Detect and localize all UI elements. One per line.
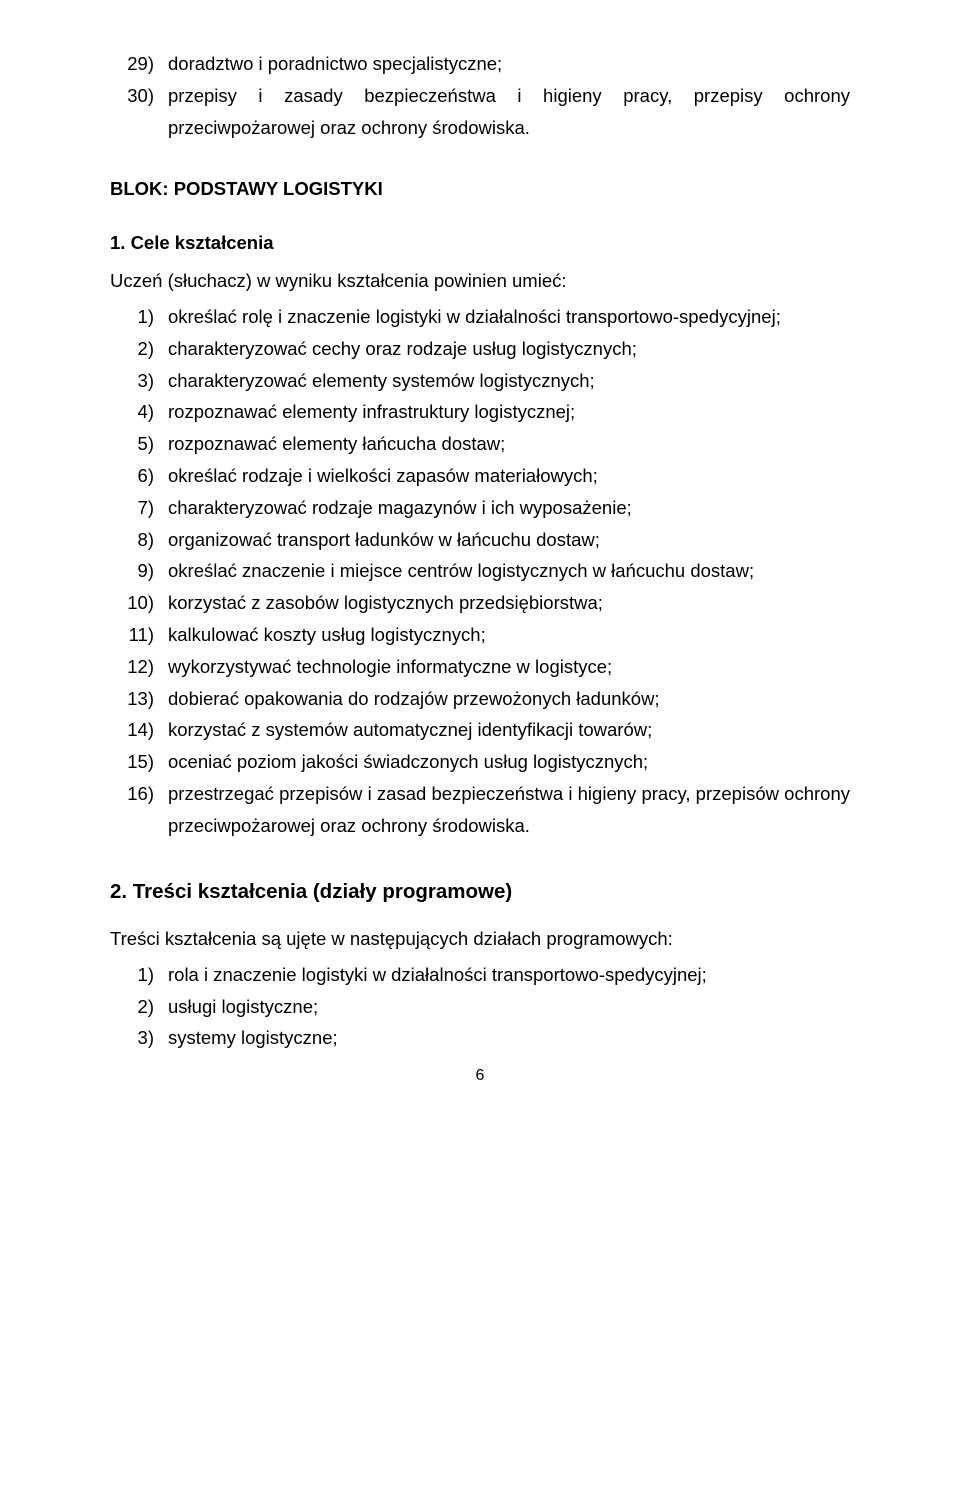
list-item: 1)określać rolę i znaczenie logistyki w … bbox=[110, 301, 850, 333]
list-item: 3)charakteryzować elementy systemów logi… bbox=[110, 365, 850, 397]
list-item-text: wykorzystywać technologie informatyczne … bbox=[168, 651, 850, 683]
list-item: 3)systemy logistyczne; bbox=[110, 1022, 850, 1054]
list-item-number: 16) bbox=[110, 778, 168, 810]
list-item-text: charakteryzować rodzaje magazynów i ich … bbox=[168, 492, 850, 524]
list-item-number: 11) bbox=[110, 619, 168, 651]
list-item-number: 2) bbox=[110, 333, 168, 365]
list-item-number: 1) bbox=[110, 301, 168, 333]
list-item-number: 2) bbox=[110, 991, 168, 1023]
list-item-number: 30) bbox=[110, 80, 168, 112]
list-item: 7)charakteryzować rodzaje magazynów i ic… bbox=[110, 492, 850, 524]
list-item: 1)rola i znaczenie logistyki w działalno… bbox=[110, 959, 850, 991]
list-item-text: korzystać z systemów automatycznej ident… bbox=[168, 714, 850, 746]
list-item-text: określać znaczenie i miejsce centrów log… bbox=[168, 555, 850, 587]
block-title: BLOK: PODSTAWY LOGISTYKI bbox=[110, 173, 850, 205]
list-item-text: przepisy i zasady bezpieczeństwa i higie… bbox=[168, 80, 850, 144]
list-item: 30)przepisy i zasady bezpieczeństwa i hi… bbox=[110, 80, 850, 144]
goals-heading: 1. Cele kształcenia bbox=[110, 227, 850, 259]
list-item-number: 6) bbox=[110, 460, 168, 492]
list-item-number: 8) bbox=[110, 524, 168, 556]
list-item-text: rozpoznawać elementy łańcucha dostaw; bbox=[168, 428, 850, 460]
list-item-text: określać rodzaje i wielkości zapasów mat… bbox=[168, 460, 850, 492]
list-item: 12)wykorzystywać technologie informatycz… bbox=[110, 651, 850, 683]
list-item-text: charakteryzować elementy systemów logist… bbox=[168, 365, 850, 397]
list-item-text: rola i znaczenie logistyki w działalnośc… bbox=[168, 959, 850, 991]
list-item-text: określać rolę i znaczenie logistyki w dz… bbox=[168, 301, 850, 333]
list-item: 10)korzystać z zasobów logistycznych prz… bbox=[110, 587, 850, 619]
list-item: 2)charakteryzować cechy oraz rodzaje usł… bbox=[110, 333, 850, 365]
list-item-text: kalkulować koszty usług logistycznych; bbox=[168, 619, 850, 651]
list-item: 9)określać znaczenie i miejsce centrów l… bbox=[110, 555, 850, 587]
list-item-text: dobierać opakowania do rodzajów przewożo… bbox=[168, 683, 850, 715]
list-item-text: doradztwo i poradnictwo specjalistyczne; bbox=[168, 48, 850, 80]
page-number: 6 bbox=[110, 1062, 850, 1090]
list-item-number: 3) bbox=[110, 1022, 168, 1054]
list-item: 15)oceniać poziom jakości świadczonych u… bbox=[110, 746, 850, 778]
list-item: 29)doradztwo i poradnictwo specjalistycz… bbox=[110, 48, 850, 80]
list-item-number: 7) bbox=[110, 492, 168, 524]
list-item-number: 9) bbox=[110, 555, 168, 587]
list-item: 13)dobierać opakowania do rodzajów przew… bbox=[110, 683, 850, 715]
list-item-number: 4) bbox=[110, 396, 168, 428]
document-page: 29)doradztwo i poradnictwo specjalistycz… bbox=[0, 0, 960, 1485]
list-item: 4)rozpoznawać elementy infrastruktury lo… bbox=[110, 396, 850, 428]
list-item-number: 10) bbox=[110, 587, 168, 619]
list-item: 5)rozpoznawać elementy łańcucha dostaw; bbox=[110, 428, 850, 460]
goals-intro: Uczeń (słuchacz) w wyniku kształcenia po… bbox=[110, 265, 850, 297]
list-item-text: przestrzegać przepisów i zasad bezpiecze… bbox=[168, 778, 850, 842]
list-item-text: korzystać z zasobów logistycznych przeds… bbox=[168, 587, 850, 619]
list-item-number: 3) bbox=[110, 365, 168, 397]
list-item-number: 14) bbox=[110, 714, 168, 746]
list-item: 6)określać rodzaje i wielkości zapasów m… bbox=[110, 460, 850, 492]
list-item-text: charakteryzować cechy oraz rodzaje usług… bbox=[168, 333, 850, 365]
list-item-number: 1) bbox=[110, 959, 168, 991]
list-item-number: 5) bbox=[110, 428, 168, 460]
list-item-text: rozpoznawać elementy infrastruktury logi… bbox=[168, 396, 850, 428]
list-item-text: usługi logistyczne; bbox=[168, 991, 850, 1023]
list-item: 8)organizować transport ładunków w łańcu… bbox=[110, 524, 850, 556]
top-continuation-list: 29)doradztwo i poradnictwo specjalistycz… bbox=[110, 48, 850, 143]
contents-heading: 2. Treści kształcenia (działy programowe… bbox=[110, 874, 850, 909]
goals-list: 1)określać rolę i znaczenie logistyki w … bbox=[110, 301, 850, 842]
list-item: 11)kalkulować koszty usług logistycznych… bbox=[110, 619, 850, 651]
contents-intro: Treści kształcenia są ujęte w następując… bbox=[110, 923, 850, 955]
list-item-number: 29) bbox=[110, 48, 168, 80]
contents-list: 1)rola i znaczenie logistyki w działalno… bbox=[110, 959, 850, 1054]
list-item-number: 12) bbox=[110, 651, 168, 683]
list-item-text: organizować transport ładunków w łańcuch… bbox=[168, 524, 850, 556]
list-item-number: 13) bbox=[110, 683, 168, 715]
list-item-text: oceniać poziom jakości świadczonych usłu… bbox=[168, 746, 850, 778]
list-item: 2)usługi logistyczne; bbox=[110, 991, 850, 1023]
list-item-number: 15) bbox=[110, 746, 168, 778]
list-item: 14)korzystać z systemów automatycznej id… bbox=[110, 714, 850, 746]
list-item-text: systemy logistyczne; bbox=[168, 1022, 850, 1054]
list-item: 16)przestrzegać przepisów i zasad bezpie… bbox=[110, 778, 850, 842]
